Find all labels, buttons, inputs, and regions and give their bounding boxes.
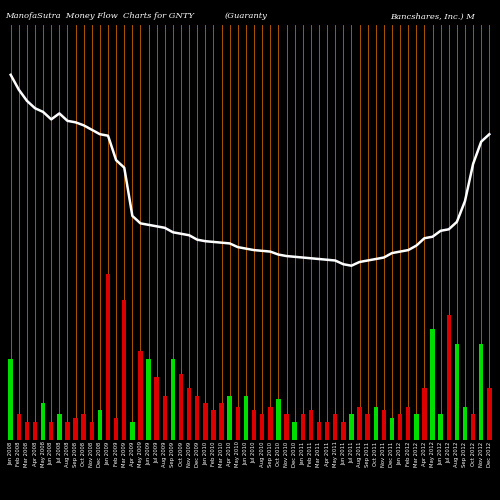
Bar	[414, 414, 418, 440]
Bar	[170, 359, 175, 440]
Bar	[390, 418, 394, 440]
Bar	[454, 344, 459, 440]
Bar	[130, 422, 134, 440]
Bar	[179, 374, 184, 440]
Bar	[292, 422, 297, 440]
Bar	[33, 422, 37, 440]
Bar	[471, 414, 476, 440]
Bar	[374, 407, 378, 440]
Bar	[24, 422, 29, 440]
Bar	[284, 414, 288, 440]
Bar	[268, 407, 272, 440]
Bar	[382, 410, 386, 440]
Bar	[366, 414, 370, 440]
Bar	[244, 396, 248, 440]
Bar	[106, 274, 110, 440]
Bar	[398, 414, 402, 440]
Bar	[212, 410, 216, 440]
Bar	[90, 422, 94, 440]
Bar	[162, 396, 167, 440]
Text: ManofaSutra  Money Flow  Charts for GNTY: ManofaSutra Money Flow Charts for GNTY	[5, 12, 194, 20]
Bar	[41, 403, 46, 440]
Bar	[430, 330, 435, 440]
Bar	[260, 414, 264, 440]
Bar	[236, 407, 240, 440]
Bar	[49, 422, 54, 440]
Bar	[138, 352, 142, 440]
Bar	[333, 414, 338, 440]
Bar	[146, 359, 151, 440]
Bar	[98, 410, 102, 440]
Bar	[154, 378, 159, 440]
Bar	[463, 407, 467, 440]
Bar	[252, 410, 256, 440]
Bar	[406, 407, 410, 440]
Text: Bancshares, Inc.) M: Bancshares, Inc.) M	[390, 12, 475, 20]
Bar	[316, 422, 321, 440]
Bar	[479, 344, 484, 440]
Bar	[487, 388, 492, 440]
Bar	[195, 396, 200, 440]
Bar	[308, 410, 313, 440]
Bar	[438, 414, 443, 440]
Bar	[114, 418, 118, 440]
Bar	[220, 403, 224, 440]
Bar	[422, 388, 426, 440]
Bar	[349, 414, 354, 440]
Bar	[203, 403, 207, 440]
Bar	[187, 388, 192, 440]
Bar	[300, 414, 305, 440]
Bar	[57, 414, 62, 440]
Bar	[446, 314, 451, 440]
Bar	[65, 422, 70, 440]
Bar	[358, 407, 362, 440]
Bar	[341, 422, 345, 440]
Bar	[122, 300, 126, 440]
Bar	[228, 396, 232, 440]
Bar	[82, 414, 86, 440]
Bar	[276, 400, 280, 440]
Bar	[74, 418, 78, 440]
Bar	[16, 414, 21, 440]
Bar	[325, 422, 330, 440]
Bar	[8, 359, 13, 440]
Text: (Guaranty: (Guaranty	[225, 12, 268, 20]
